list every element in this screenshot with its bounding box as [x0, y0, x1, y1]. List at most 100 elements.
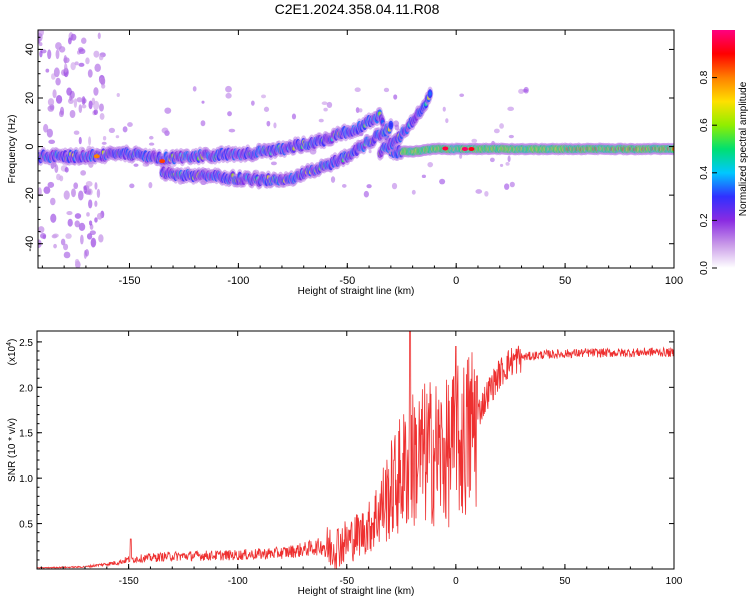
x-tick-label: 50 [559, 275, 571, 287]
heatmap-speckle [98, 234, 104, 243]
heatmap-speckle [85, 180, 93, 187]
spectrogram-frame [37, 29, 675, 269]
y-tick-label: -40 [24, 236, 36, 252]
heatmap-speckle [102, 135, 107, 141]
heatmap-speckle [507, 106, 515, 111]
heatmap-cell [389, 122, 393, 128]
heatmap-speckle [97, 32, 101, 40]
spectrogram-y-label: Frequency (Hz) [7, 115, 18, 184]
colorbar-ticks: 0.0 0.2 0.4 0.6 0.8 [699, 70, 717, 275]
heatmap-speckle [89, 230, 96, 235]
heatmap-speckle [499, 123, 504, 129]
heatmap-speckle [266, 120, 271, 127]
heatmap-speckle [445, 118, 449, 124]
snr-frame [36, 330, 675, 570]
heatmap-speckle [164, 107, 172, 114]
heatmap-speckle [78, 190, 84, 201]
heatmap-speckle [55, 77, 61, 86]
heatmap-speckle [227, 111, 232, 117]
heatmap-speckle [341, 184, 347, 188]
heatmap-speckle [391, 182, 398, 190]
heatmap-speckle [53, 243, 57, 249]
x-tick-label: -100 [227, 275, 249, 287]
heatmap-speckle [88, 100, 93, 110]
heatmap-speckle [471, 138, 478, 143]
colorbar-gradient [712, 30, 735, 268]
heatmap-speckle [50, 213, 57, 223]
snr-y-ticks: 0.5 1.0 1.5 2.0 2.5 [19, 338, 674, 561]
heatmap-speckle [115, 135, 120, 139]
y-tick-label: 20 [24, 92, 36, 104]
heatmap-speckle [127, 122, 133, 127]
heatmap-speckle [53, 67, 60, 78]
heatmap-hotspot [159, 159, 166, 164]
heatmap-speckle [59, 106, 65, 116]
heatmap-speckle [129, 183, 135, 189]
heatmap-speckle [98, 54, 104, 61]
heatmap-speckle [101, 83, 106, 89]
heatmap-speckle [84, 249, 89, 257]
heatmap-speckle [270, 161, 277, 166]
y-tick-label: 0 [24, 144, 36, 150]
heatmap-speckle [73, 182, 79, 190]
heatmap-speckle [39, 50, 43, 58]
figure-title: C2E1.2024.358.04.11.R08 [275, 1, 440, 17]
svg-text:(x104): (x104) [6, 339, 18, 366]
heatmap-speckle [330, 176, 336, 183]
x-tick-label: 0 [453, 576, 459, 587]
heatmap-speckle [318, 118, 324, 123]
heatmap-speckle [261, 94, 267, 99]
heatmap-speckle [323, 107, 328, 112]
x-tick-label: -150 [119, 576, 139, 587]
heatmap-speckle [76, 97, 83, 103]
heatmap-speckle [499, 163, 504, 167]
colorbar-tick-label: 0.2 [699, 213, 710, 227]
heatmap-speckle [484, 190, 489, 197]
heatmap-speckle [88, 220, 93, 226]
colorbar: 0.0 0.2 0.4 0.6 0.8 Normalized spectral ampl… [699, 30, 749, 275]
heatmap-speckle [63, 251, 71, 259]
heatmap-speckle [148, 181, 153, 189]
heatmap-speckle [93, 50, 100, 58]
snr-y-label: SNR (10 * v/v) [7, 418, 18, 482]
snr-scale-label: (x104) [6, 339, 18, 366]
spectrogram-x-label: Height of straight line (km) [298, 286, 415, 297]
snr-scale-exp: 4 [6, 342, 13, 346]
heatmap-speckle [78, 62, 85, 67]
heatmap-speckle [40, 232, 47, 239]
heatmap-speckle [38, 42, 43, 47]
heatmap-speckle [70, 33, 77, 41]
colorbar-tick-label: 0.4 [699, 165, 710, 179]
y-tick-label: 0.5 [19, 520, 33, 531]
heatmap-speckle [108, 127, 116, 134]
heatmap-speckle [358, 108, 363, 113]
heatmap-hotspot [468, 147, 475, 151]
heatmap-speckle [48, 139, 56, 144]
heatmap-speckle [55, 95, 63, 104]
heatmap-hotspot [442, 146, 449, 151]
heatmap-speckle [116, 92, 120, 98]
heatmap-speckle [60, 238, 66, 246]
heatmap-speckle [394, 124, 400, 131]
heatmap-speckle [493, 128, 500, 134]
colorbar-tick-label: 0.8 [699, 70, 710, 84]
heatmap-speckle [56, 173, 61, 181]
snr-scale-base: (x10 [7, 345, 18, 365]
snr-series [37, 331, 674, 569]
spectrogram-image [38, 30, 674, 268]
heatmap-speckle [427, 161, 434, 168]
heatmap-speckle [90, 237, 97, 248]
heatmap-speckle [96, 212, 103, 220]
heatmap-speckle [149, 135, 154, 140]
heatmap-speckle [52, 233, 59, 238]
heatmap-speckle [86, 188, 92, 195]
heatmap-speckle [71, 188, 76, 198]
heatmap-speckle [363, 190, 369, 198]
heatmap-speckle [80, 170, 87, 176]
heatmap-speckle [43, 186, 51, 194]
heatmap-speckle [81, 37, 87, 44]
heatmap-hotspot [461, 147, 468, 151]
heatmap-speckle [489, 157, 495, 163]
heatmap-speckle [69, 109, 76, 119]
